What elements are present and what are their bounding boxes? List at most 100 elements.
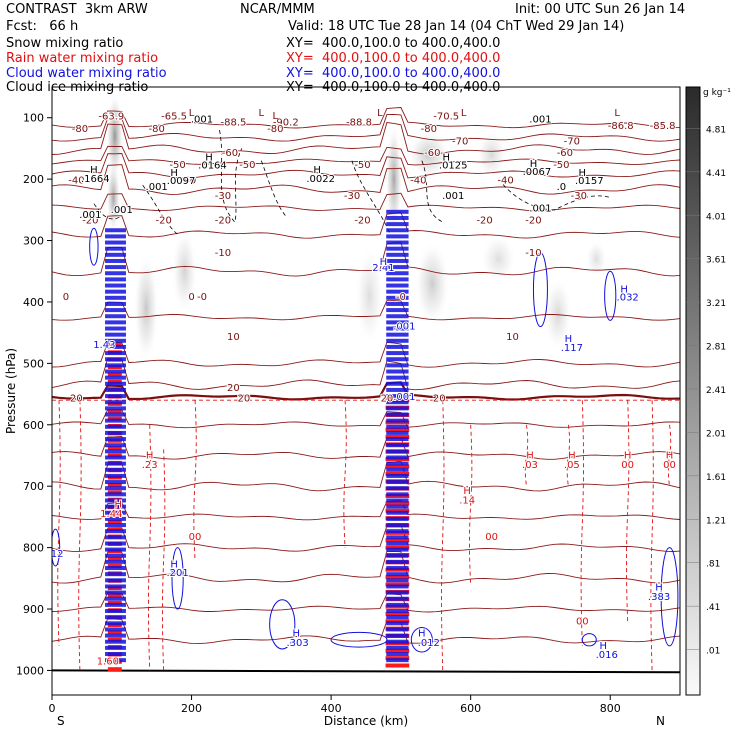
cloud-water-core — [386, 351, 409, 356]
cloud-water-core — [105, 283, 126, 288]
rain-contour-label: .03 — [522, 460, 538, 471]
cloud-water-contour — [171, 547, 184, 610]
cloud-water-core — [386, 209, 409, 214]
temperature-contour-label: 0 — [188, 292, 194, 303]
cloud-water-core — [105, 615, 126, 620]
temperature-contour-label: -60 — [424, 148, 440, 159]
colorbar-label: 2.81 — [706, 343, 726, 353]
temperature-contour-label: -20 — [354, 215, 370, 226]
temperature-contour-label: -10 — [525, 248, 541, 259]
field-snow-name: Snow mixing ratio — [6, 36, 124, 51]
temperature-contour-label: -30 — [571, 191, 587, 202]
cloud-water-label: H — [565, 334, 573, 345]
temperature-contours — [52, 107, 680, 674]
cloud-ice-extremum-label: .001 — [79, 210, 101, 221]
field-cloudice-xy: XY= 400.0,100.0 to 400.0,400.0 — [286, 80, 501, 95]
cloud-water-core — [386, 412, 409, 417]
cloud-water-core — [105, 590, 126, 595]
temperature-contour — [52, 617, 680, 645]
cloud-water-core — [386, 424, 409, 429]
cloud-water-core — [105, 639, 126, 644]
y-tick-label: 700 — [23, 480, 44, 493]
snow-shading — [106, 93, 607, 364]
rain-contour-label: .23 — [142, 460, 158, 471]
temperature-contour-label: -10 — [215, 248, 231, 259]
cloud-ice-extremum-label: H — [442, 153, 450, 164]
temperature-contour-label: -70 — [564, 137, 580, 148]
temperature-contour-label: -40 — [410, 175, 426, 186]
cloud-water-core — [105, 418, 126, 423]
rain-contour-label: 00 — [189, 532, 202, 543]
cloud-water-core — [105, 596, 126, 601]
cloud-water-core — [386, 246, 409, 251]
cloud-ice-extremum-label: .001 — [529, 204, 551, 215]
cloud-water-core — [105, 314, 126, 319]
cloud-water-core — [386, 529, 409, 534]
colorbar-gradient — [685, 86, 701, 696]
temperature-contour-label: -40 — [497, 175, 513, 186]
cloud-water-contours — [52, 209, 679, 663]
y-tick-label: 500 — [23, 357, 44, 370]
temperature-contour-label: -70.5 — [433, 112, 459, 123]
cloud-water-core — [386, 240, 409, 245]
cloud-ice-extremum-label: .0125 — [439, 161, 468, 172]
cloud-water-core — [386, 480, 409, 485]
cloud-ice-contour — [260, 160, 287, 217]
temperature-contour — [52, 499, 680, 521]
cloud-ice-extremum-label: .001 — [529, 115, 551, 126]
temperature-contour — [52, 341, 680, 368]
cloud-ice-extremum-label: .1664 — [81, 174, 110, 185]
cloud-water-core — [386, 590, 409, 595]
cloud-water-core — [105, 271, 126, 276]
temperature-contour — [52, 113, 680, 142]
rain-contour — [566, 424, 571, 487]
snow-plume — [133, 252, 159, 364]
cloud-water-core — [386, 314, 409, 319]
rain-contour-label: .14 — [459, 495, 475, 506]
temperature-contour-label: -50 — [239, 160, 255, 171]
cloud-water-core — [386, 473, 409, 478]
rain-contour-label: H — [526, 451, 534, 462]
cloud-water-core — [105, 652, 126, 657]
cloud-water-contour — [581, 633, 597, 647]
cloud-water-label: H — [292, 629, 300, 640]
cloud-ice-extremum-label: H — [90, 165, 98, 176]
cloud-water-label: H — [418, 629, 426, 640]
cloud-water-core — [105, 406, 126, 411]
snow-plume — [543, 277, 572, 352]
cloud-water-core — [105, 326, 126, 331]
temperature-contour-label: -80 — [421, 124, 437, 135]
plot-frame — [51, 86, 681, 696]
rain-contour-label: H — [624, 451, 632, 462]
cloud-water-core — [386, 363, 409, 368]
temperature-contour-label: 10 — [227, 332, 240, 343]
snow-plume — [414, 240, 450, 327]
temperature-contour-label: 0 — [63, 292, 69, 303]
cloud-water-core — [386, 443, 409, 448]
cloud-water-label: 1.43 — [93, 340, 115, 351]
cloud-water-core — [105, 498, 126, 503]
cloud-water-core — [386, 387, 409, 392]
cloud-ice-contour — [219, 129, 243, 223]
cloud-water-core — [386, 553, 409, 558]
cloud-ice-extremum-label: .0 — [557, 182, 567, 193]
temperature-contour — [52, 107, 680, 129]
y-tick-label: 300 — [23, 235, 44, 248]
rain-contours — [52, 342, 680, 672]
temperature-contour-label: -20 — [476, 215, 492, 226]
cloud-water-core — [105, 486, 126, 491]
cloud-ice-contour — [421, 160, 443, 223]
cloud-water-core — [105, 412, 126, 417]
surface-line — [52, 669, 680, 674]
temperature-contour-label: -85.8 — [650, 121, 676, 132]
temperature-contour — [52, 460, 680, 492]
cloud-water-core — [105, 529, 126, 534]
temperature-contour — [52, 436, 680, 460]
cloud-water-contour — [89, 227, 99, 266]
colorbar-unit: g kg⁻¹ — [703, 88, 731, 98]
cloud-water-core — [386, 381, 409, 386]
cloud-water-core — [386, 461, 409, 466]
cloud-water-core — [386, 295, 409, 300]
cloud-water-core — [386, 516, 409, 521]
